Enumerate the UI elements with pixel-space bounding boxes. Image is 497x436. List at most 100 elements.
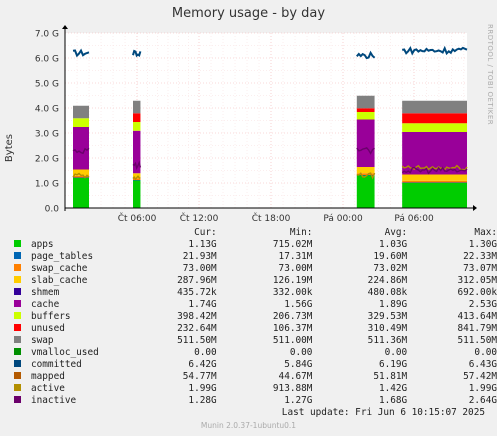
area-buffers (133, 122, 141, 131)
legend-swatch (14, 324, 21, 331)
area-page-tables (356, 175, 375, 176)
x-tick-label: Čt 12:00 (180, 212, 219, 224)
y-tick-label: 3.0 G (35, 130, 59, 140)
area-swap (402, 100, 467, 114)
legend-avg: 1.68G (378, 395, 408, 406)
legend-swatch (14, 312, 21, 319)
x-axis-arrow (473, 205, 477, 211)
area-cache (356, 119, 375, 167)
legend-swatch (14, 240, 21, 247)
area-unused (402, 113, 467, 124)
y-axis-arrow (62, 25, 68, 29)
rrdtool-credit: RRDTOOL / TOBI OETIKER (486, 24, 494, 126)
legend-avg: 329.53M (367, 311, 408, 322)
legend-cur: 435.72k (177, 287, 217, 298)
legend-name: active (31, 383, 65, 394)
legend-max: 2.64G (468, 395, 497, 406)
area-swap-cache (356, 173, 375, 175)
legend-swatch (14, 372, 21, 379)
header-avg: Avg: (384, 227, 408, 238)
line-committed (132, 49, 142, 58)
area-swap (73, 105, 89, 119)
legend-max: 57.42M (463, 371, 497, 382)
y-tick-label: 7.0 G (35, 30, 59, 40)
legend-min: 1.27G (284, 395, 313, 406)
legend-row-inactive: inactive 1.28G 1.27G 1.68G 2.64G (10, 395, 497, 407)
legend-min: 511.00M (272, 335, 313, 346)
header-min: Min: (289, 227, 313, 238)
legend-min: 73.00M (278, 263, 313, 274)
area-swap (356, 95, 375, 109)
legend-name: swap_cache (31, 263, 88, 274)
legend-min: 126.19M (272, 275, 313, 286)
legend-min: 106.37M (272, 323, 313, 334)
legend-swatch (14, 348, 21, 355)
legend-min: 715.02M (272, 239, 313, 250)
legend-cur: 1.99G (188, 383, 217, 394)
area-slab-cache (402, 174, 467, 181)
legend-min: 206.73M (272, 311, 313, 322)
legend-swatch (14, 276, 21, 283)
legend-cur: 1.74G (188, 299, 217, 310)
area-slab-cache (356, 167, 375, 174)
line-inactive (72, 147, 90, 155)
legend-avg: 511.36M (367, 335, 408, 346)
legend-avg: 6.19G (378, 359, 408, 370)
legend-min: 44.67M (278, 371, 313, 382)
legend-row-cache: cache 1.74G 1.56G 1.89G 2.53G (10, 299, 497, 311)
legend-max: 73.07M (463, 263, 497, 274)
legend-cur: 54.77M (182, 371, 217, 382)
legend-swatch (14, 288, 21, 295)
line-inactive (356, 146, 375, 155)
legend-cur: 1.28G (188, 395, 217, 406)
legend-row-active: active 1.99G 913.88M 1.42G 1.99G (10, 383, 497, 395)
legend-cur: 1.13G (188, 239, 217, 250)
area-slab-cache (73, 169, 89, 176)
area-slab-cache (133, 173, 141, 179)
legend-min: 5.84G (284, 359, 313, 370)
line-active (72, 172, 90, 179)
x-tick-label: Čt 06:00 (118, 212, 157, 224)
x-tick-label: Pá 06:00 (394, 214, 434, 224)
legend-name: swap (31, 335, 54, 346)
legend-cur: 287.96M (177, 275, 217, 286)
legend-max: 511.50M (457, 335, 497, 346)
legend-cur: 232.64M (177, 323, 217, 334)
legend-max: 0.00 (474, 347, 497, 358)
y-tick-label: 1.0 G (35, 180, 59, 190)
legend-avg: 480.08k (367, 287, 408, 298)
legend-table: Cur: Min: Avg: Max: apps 1.13G 715.02M 1.03… (10, 227, 497, 407)
y-tick-label: 2.0 G (35, 155, 59, 165)
graph-title: Memory usage - by day (171, 6, 326, 21)
y-tick-label: 0.0 (45, 205, 60, 215)
legend-min: 0.00 (289, 347, 313, 358)
legend-swatch (14, 264, 21, 271)
header-max: Max: (474, 227, 497, 238)
area-page-tables (73, 177, 89, 178)
area-buffers (73, 118, 89, 127)
legend-avg: 51.81M (373, 371, 408, 382)
legend-row-unused: unused 232.64M 106.37M 310.49M 841.79M (10, 323, 497, 335)
legend-min: 332.00k (272, 287, 313, 298)
area-apps (133, 180, 141, 208)
legend-row-swap: swap 511.50M 511.00M 511.36M 511.50M (10, 335, 497, 347)
area-swap-cache (402, 180, 467, 183)
legend-max: 6.43G (468, 359, 497, 370)
legend-max: 312.05M (457, 275, 497, 286)
legend-swatch (14, 384, 21, 391)
legend-name: inactive (31, 395, 77, 406)
legend-cur: 511.50M (177, 335, 217, 346)
legend-swatch (14, 300, 21, 307)
line-active (356, 172, 376, 180)
legend-swatch (14, 360, 21, 367)
legend-swatch (14, 396, 21, 403)
legend-avg: 224.86M (367, 275, 408, 286)
legend-name: buffers (31, 311, 71, 322)
legend-min: 1.56G (284, 299, 313, 310)
legend-row-swap-cache: swap_cache 73.00M 73.00M 73.02M 73.07M (10, 263, 497, 275)
legend-row-vmalloc-used: vmalloc_used 0.00 0.00 0.00 0.00 (10, 347, 497, 359)
legend-header-row: Cur: Min: Avg: Max: (10, 227, 497, 239)
legend-row-page-tables: page_tables 21.93M 17.31M 19.60M 22.33M (10, 251, 497, 263)
legend-row-mapped: mapped 54.77M 44.67M 51.81M 57.42M (10, 371, 497, 383)
